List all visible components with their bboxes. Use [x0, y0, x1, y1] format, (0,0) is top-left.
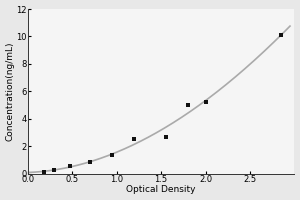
Point: [110, 154, 115, 157]
Y-axis label: Concentration(ng/mL): Concentration(ng/mL): [6, 42, 15, 141]
Point: [203, 101, 208, 104]
Point: [163, 136, 168, 139]
Point: [52, 169, 57, 172]
Point: [132, 138, 137, 141]
Point: [279, 34, 283, 37]
Point: [88, 160, 92, 164]
Point: [185, 103, 190, 107]
Point: [41, 170, 46, 173]
Point: [67, 165, 72, 168]
X-axis label: Optical Density: Optical Density: [126, 185, 196, 194]
